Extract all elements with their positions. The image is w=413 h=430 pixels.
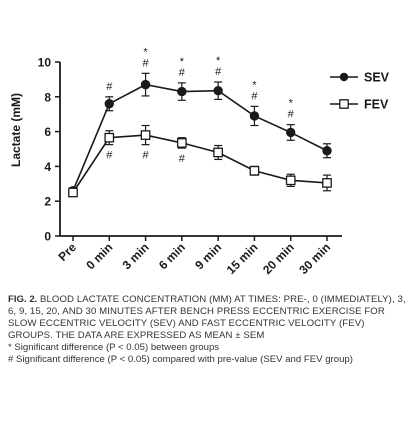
data-point — [104, 99, 114, 109]
x-tick-label: 6 min — [156, 240, 188, 272]
x-tick-label: 0 min — [83, 240, 115, 272]
chart-series-layer — [68, 72, 332, 198]
series-line — [72, 83, 328, 192]
data-point — [285, 175, 296, 186]
y-tick-label: 10 — [38, 56, 52, 70]
x-tick-label: 20 min — [260, 240, 297, 277]
data-point — [104, 132, 115, 143]
data-point — [177, 86, 187, 97]
data-point — [249, 165, 260, 176]
data-point — [213, 147, 223, 158]
significance-marker: # — [106, 81, 113, 93]
series-fev — [68, 124, 332, 198]
legend-marker — [339, 99, 349, 109]
data-point — [68, 187, 78, 198]
caption-text: Blood lactate concentration (mM) at time… — [8, 294, 406, 341]
significance-marker: * — [252, 79, 257, 91]
figure-caption: FIG. 2. Blood lactate concentration (mM)… — [8, 294, 408, 366]
data-point — [140, 79, 151, 90]
caption-note-between-groups: * Significant difference (P < 0.05) betw… — [8, 342, 220, 353]
data-point — [249, 111, 260, 121]
x-tick-label: 15 min — [224, 240, 261, 277]
y-tick-label: 2 — [44, 195, 51, 209]
data-point — [322, 178, 332, 188]
lactate-line-chart: 0 2 4 6 8 10 Pre 0 min 3 min 6 min 9 min 15 min 20 m… — [9, 46, 390, 277]
chart-legend: SEV FEV — [330, 71, 390, 112]
significance-marker: # — [179, 67, 186, 79]
y-axis-label: Lactate (mM) — [9, 93, 23, 167]
x-tick-label: 30 min — [296, 240, 333, 277]
series-line — [72, 134, 328, 193]
significance-marker: # — [143, 57, 150, 69]
significance-marker: # — [215, 66, 222, 78]
data-point — [177, 138, 187, 148]
significance-marker: * — [289, 98, 294, 110]
legend-marker — [339, 72, 349, 82]
caption-label: FIG. 2. — [8, 294, 38, 305]
x-tick-label: 9 min — [192, 240, 224, 272]
significance-marker: # — [179, 153, 186, 165]
data-point — [140, 130, 151, 140]
legend-label: FEV — [364, 98, 389, 112]
significance-marker: # — [288, 109, 295, 121]
y-tick-label: 6 — [44, 125, 51, 139]
significance-marker: * — [180, 56, 185, 68]
data-point — [213, 86, 223, 96]
y-tick-label: 4 — [44, 160, 51, 174]
x-tick-label: Pre — [56, 240, 80, 264]
significance-marker: # — [251, 90, 258, 102]
x-tick-label: 3 min — [120, 240, 152, 272]
legend-label: SEV — [364, 71, 390, 85]
y-tick-label: 0 — [44, 230, 51, 244]
significance-marker: # — [143, 150, 150, 162]
chart-annotations: ##*#*#*#*#*# # # — [106, 46, 294, 165]
data-point — [286, 127, 296, 138]
significance-marker: # — [106, 150, 113, 162]
y-tick-label: 8 — [44, 90, 51, 104]
significance-marker: * — [216, 55, 221, 67]
significance-marker: * — [143, 46, 148, 58]
data-point — [322, 146, 332, 156]
caption-note-vs-pre: # Significant difference (P < 0.05) comp… — [8, 354, 353, 365]
